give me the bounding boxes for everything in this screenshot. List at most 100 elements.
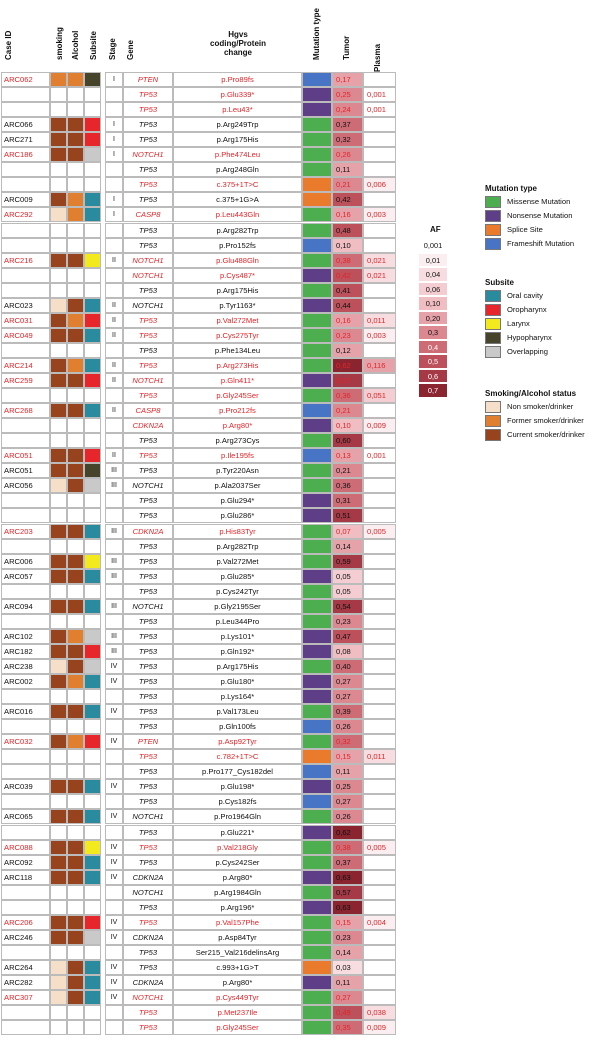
- protein-change-cell: p.Cys182fs: [173, 794, 302, 810]
- stage-cell: II: [105, 403, 123, 419]
- case-id-cell: [1, 493, 50, 509]
- mutation-type-cell: [302, 72, 332, 87]
- mutation-type-cell: [302, 117, 332, 133]
- mutation-type-cell: [302, 538, 332, 554]
- mutation-type-cell: [302, 749, 332, 765]
- tumor-af-cell: 0,35: [332, 1020, 363, 1036]
- plasma-af-cell: [363, 809, 396, 825]
- alcohol-cell: [67, 493, 84, 509]
- plasma-af-cell: [363, 598, 396, 614]
- case-id-cell: [1, 237, 50, 253]
- table-row: TP53 p.Gly245Ser 0,35 0,009: [0, 1020, 600, 1036]
- table-row: ARC051 II TP53 p.Ile195fs 0,13 0,001: [0, 448, 600, 464]
- smoking-cell: [50, 523, 67, 539]
- tumor-af-cell: 0,60: [332, 433, 363, 449]
- tumor-af-cell: 0,40: [332, 658, 363, 674]
- plasma-af-cell: 0,001: [363, 102, 396, 118]
- tumor-af-cell: 0,38: [332, 252, 363, 268]
- stage-cell: IV: [105, 809, 123, 825]
- table-row: TP53 p.Pro152fs 0,10: [0, 237, 600, 253]
- plasma-af-cell: [363, 959, 396, 975]
- tumor-af-cell: 0,54: [332, 598, 363, 614]
- mutation-type-cell: [302, 267, 332, 283]
- protein-change-cell: p.Pro212fs: [173, 403, 302, 419]
- tumor-af-cell: 0,11: [332, 975, 363, 990]
- protein-change-cell: p.Leu43*: [173, 102, 302, 118]
- tumor-af-cell: 0,03: [332, 959, 363, 975]
- tumor-af-cell: 0,25: [332, 779, 363, 795]
- stage-cell: [105, 538, 123, 554]
- gene-cell: TP53: [123, 433, 173, 449]
- gene-cell: PTEN: [123, 72, 173, 87]
- gene-cell: NOTCH1: [123, 990, 173, 1006]
- mutation-type-cell: [302, 162, 332, 178]
- tumor-af-cell: 0,14: [332, 944, 363, 960]
- smoking-cell: [50, 342, 67, 358]
- smoking-cell: [50, 809, 67, 825]
- alcohol-cell: [67, 192, 84, 208]
- protein-change-cell: p.Arg175His: [173, 282, 302, 298]
- subsite-cell: [84, 809, 101, 825]
- smoking-cell: [50, 267, 67, 283]
- smoking-cell: [50, 553, 67, 569]
- table-row: ARC182 III TP53 p.Gln192* 0,08: [0, 643, 600, 659]
- plasma-af-cell: [363, 147, 396, 163]
- protein-change-cell: p.Gln100fs: [173, 719, 302, 735]
- stage-cell: I: [105, 72, 123, 87]
- table-row: ARC292 I CASP8 p.Leu443Gln 0,16 0,003: [0, 207, 600, 223]
- smoking-cell: [50, 1005, 67, 1021]
- table-row: ARC092 IV TP53 p.Cys242Ser 0,37: [0, 854, 600, 870]
- subsite-cell: [84, 583, 101, 599]
- case-id-cell: ARC031: [1, 312, 50, 328]
- alcohol-cell: [67, 674, 84, 689]
- legend-label: Frameshift Mutation: [507, 239, 575, 248]
- subsite-cell: [84, 207, 101, 223]
- stage-cell: I: [105, 147, 123, 163]
- stage-cell: [105, 222, 123, 238]
- mutation-type-cell: [302, 975, 332, 990]
- legend-label: Overlapping: [507, 347, 548, 356]
- gene-cell: NOTCH1: [123, 373, 173, 388]
- protein-change-cell: p.Met237Ile: [173, 1005, 302, 1021]
- stage-cell: [105, 102, 123, 118]
- gene-cell: TP53: [123, 824, 173, 840]
- stage-cell: [105, 764, 123, 780]
- subsite-cell: [84, 734, 101, 750]
- gene-cell: TP53: [123, 658, 173, 674]
- table-row: ARC264 IV TP53 c.993+1G>T 0,03: [0, 959, 600, 975]
- case-id-cell: ARC057: [1, 568, 50, 584]
- table-row: TP53 p.Glu339* 0,25 0,001: [0, 87, 600, 103]
- case-id-cell: ARC264: [1, 959, 50, 975]
- mutation-type-cell: [302, 583, 332, 599]
- table-row: ARC307 IV NOTCH1 p.Cys449Tyr 0,27: [0, 990, 600, 1006]
- stage-cell: [105, 282, 123, 298]
- protein-change-cell: p.Phe474Leu: [173, 147, 302, 163]
- subsite-cell: [84, 132, 101, 148]
- subsite-cell: [84, 342, 101, 358]
- alcohol-cell: [67, 794, 84, 810]
- stage-cell: III: [105, 523, 123, 539]
- alcohol-cell: [67, 598, 84, 614]
- mutation-type-cell: [302, 418, 332, 434]
- legend-swatch: [485, 415, 501, 427]
- stage-cell: IV: [105, 734, 123, 750]
- alcohol-cell: [67, 613, 84, 629]
- tumor-af-cell: 0,05: [332, 583, 363, 599]
- subsite-cell: [84, 327, 101, 343]
- legend-swatch: [485, 318, 501, 330]
- smoking-cell: [50, 914, 67, 930]
- table-row: TP53 p.Gly245Ser 0,36 0,051: [0, 388, 600, 404]
- mutation-type-cell: [302, 779, 332, 795]
- plasma-af-cell: [363, 117, 396, 133]
- case-id-cell: ARC282: [1, 975, 50, 990]
- protein-change-cell: p.Val157Phe: [173, 914, 302, 930]
- af-scale-step: 0,20: [418, 310, 448, 325]
- stage-cell: III: [105, 478, 123, 494]
- smoking-cell: [50, 734, 67, 750]
- protein-change-cell: p.Cys242Ser: [173, 854, 302, 870]
- tumor-af-cell: 0,23: [332, 929, 363, 945]
- alcohol-cell: [67, 1005, 84, 1021]
- tumor-af-cell: 0,62: [332, 357, 363, 373]
- legend-swatch: [485, 346, 501, 358]
- case-id-cell: ARC259: [1, 373, 50, 388]
